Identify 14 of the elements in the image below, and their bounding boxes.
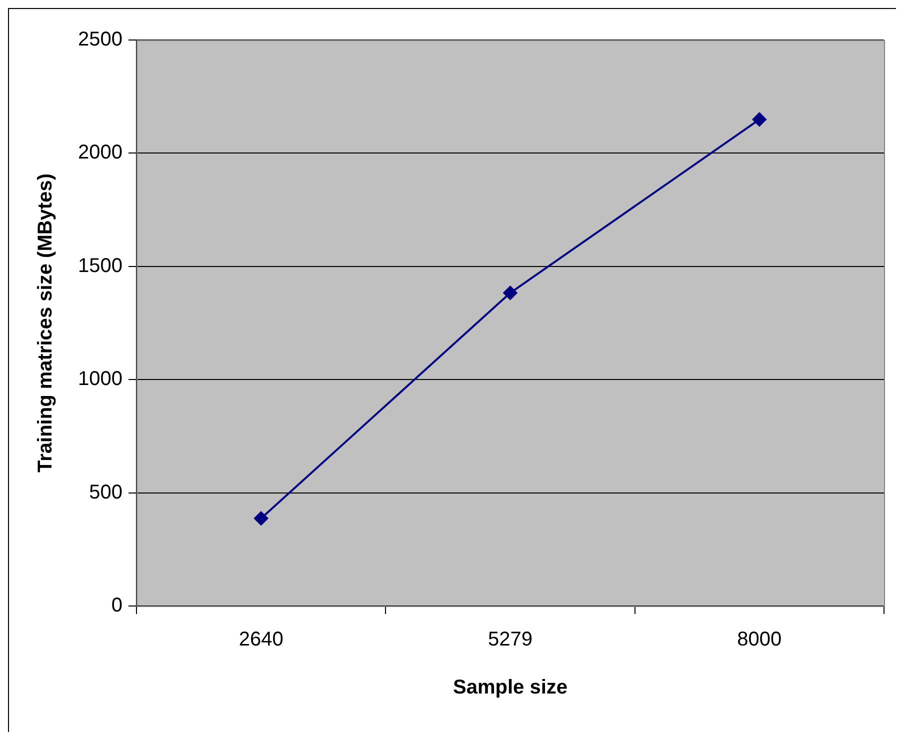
y-tick-label: 1000 [78,368,122,390]
y-axis-title: Training matrices size (MBytes) [34,174,57,472]
y-tick-label: 1500 [78,254,122,277]
y-tick-label: 2500 [78,28,122,51]
point [254,511,268,526]
x-tick-label: 8000 [737,628,782,651]
point [752,112,766,126]
x-tick-label: 5279 [488,628,532,651]
y-tick-label: 500 [89,481,122,504]
y-tick-label: 0 [111,594,122,617]
x-axis-title: Sample size [452,676,568,699]
x-tick-label: 2640 [238,628,284,651]
point [503,286,518,300]
y-tick-label: 2000 [78,142,122,164]
